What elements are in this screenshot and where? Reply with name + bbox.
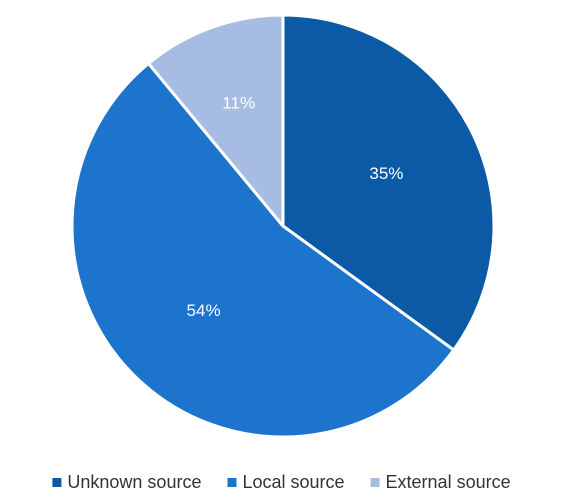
pie-slices <box>70 13 496 439</box>
pie-slice-external-source <box>147 13 285 228</box>
slice-label-unknown-source: 35% <box>369 164 403 183</box>
legend-swatch-unknown-source <box>52 478 62 487</box>
legend-label-external-source: External source <box>386 472 511 492</box>
slice-label-local-source: 54% <box>187 301 221 320</box>
pie-slice-unknown-source <box>281 13 496 352</box>
legend-swatch-external-source <box>370 478 380 487</box>
legend-swatch-local-source <box>227 478 237 487</box>
pie-slice-local-source <box>70 61 456 439</box>
slice-label-external-source: 11% <box>222 93 255 112</box>
pie-slice-labels: 35% 54% 11% <box>187 93 404 320</box>
legend-label-local-source: Local source <box>242 472 344 492</box>
legend: Unknown source Local source External sourc… <box>52 472 511 492</box>
legend-label-unknown-source: Unknown source <box>67 472 201 492</box>
